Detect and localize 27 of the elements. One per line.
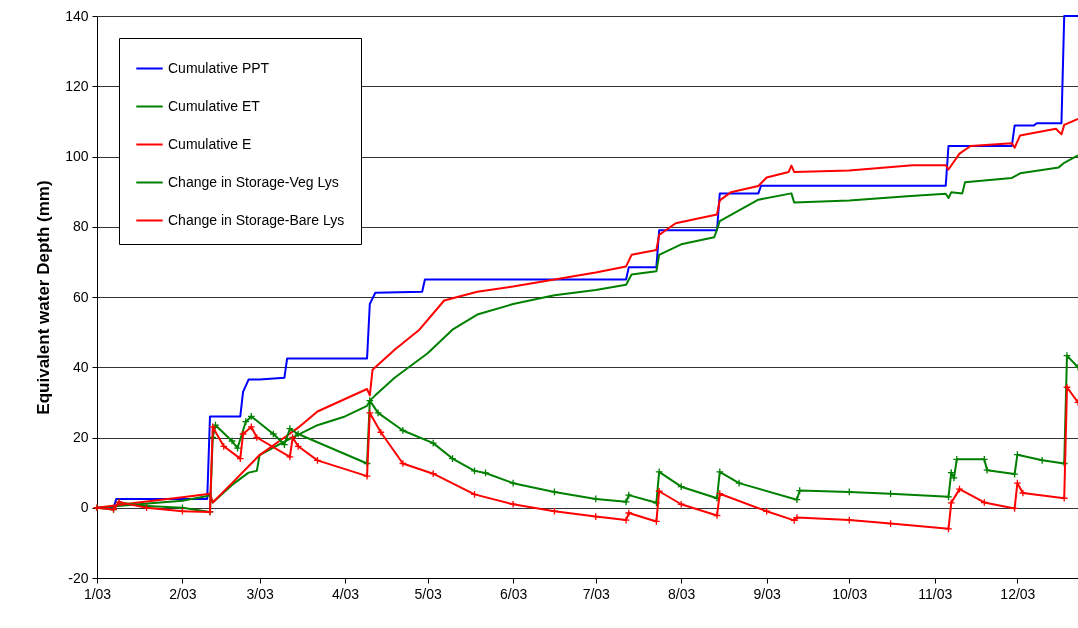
y-tick-label: 100 xyxy=(65,148,89,164)
x-tick-label: 12/03 xyxy=(1000,585,1036,602)
y-tick-label: 120 xyxy=(65,77,89,94)
x-tick-label: 6/03 xyxy=(499,585,528,602)
x-tick-label: 2/03 xyxy=(169,585,197,602)
x-tick-label: 7/03 xyxy=(582,585,611,602)
x-tick-label: 8/03 xyxy=(668,585,696,602)
legend-label: Cumulative ET xyxy=(168,97,261,114)
x-tick-label: 10/03 xyxy=(832,585,868,602)
legend-label: Change in Storage-Bare Lys xyxy=(168,211,345,228)
y-tick-label: 60 xyxy=(72,288,89,305)
x-tick-label: 4/03 xyxy=(331,585,360,602)
legend-label: Cumulative E xyxy=(168,135,252,152)
x-tick-label: 11/03 xyxy=(918,585,953,602)
y-tick-label: 80 xyxy=(72,218,89,235)
x-tick-label: 1/03 xyxy=(83,585,112,602)
x-tick-label: 9/03 xyxy=(753,585,781,602)
y-tick-label: 40 xyxy=(72,358,89,375)
y-tick-label: 140 xyxy=(65,7,89,24)
y-tick-label: -20 xyxy=(68,569,89,586)
y-tick-label: 20 xyxy=(72,429,89,445)
legend-label: Cumulative PPT xyxy=(168,59,270,76)
y-axis-title: Equivalent water Depth (mm) xyxy=(34,180,54,415)
x-tick-label: 3/03 xyxy=(246,585,274,602)
legend-label: Change in Storage-Veg Lys xyxy=(168,173,339,190)
x-tick-label: 5/03 xyxy=(414,585,443,602)
y-tick-label: 0 xyxy=(80,499,89,516)
